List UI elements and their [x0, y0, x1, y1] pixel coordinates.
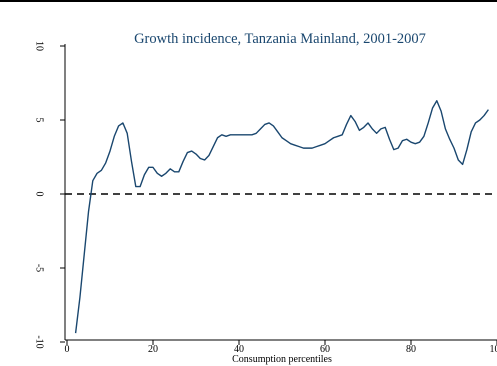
x-tick-label: 100	[490, 344, 497, 355]
x-tick-label: 60	[320, 344, 330, 355]
y-tick-label: 0	[34, 192, 45, 197]
x-tick-label: 80	[406, 344, 416, 355]
y-tick-label: -5	[34, 264, 45, 272]
chart-title: Growth incidence, Tanzania Mainland, 200…	[134, 31, 426, 47]
x-axis-title: Consumption percentiles	[232, 354, 332, 365]
y-tick-label: -10	[34, 335, 45, 348]
y-axis-ticks: -10 -5 0 5 10	[34, 41, 65, 349]
y-tick-label: 10	[34, 41, 45, 51]
x-tick-label: 40	[234, 344, 244, 355]
x-tick-label: 0	[65, 344, 70, 355]
growth-incidence-line	[74, 100, 489, 334]
top-border-rule	[0, 0, 497, 2]
x-tick-label: 20	[148, 344, 158, 355]
x-axis-ticks: 0 20 40 60 80 100	[65, 340, 497, 355]
y-tick-label: 5	[34, 118, 45, 123]
